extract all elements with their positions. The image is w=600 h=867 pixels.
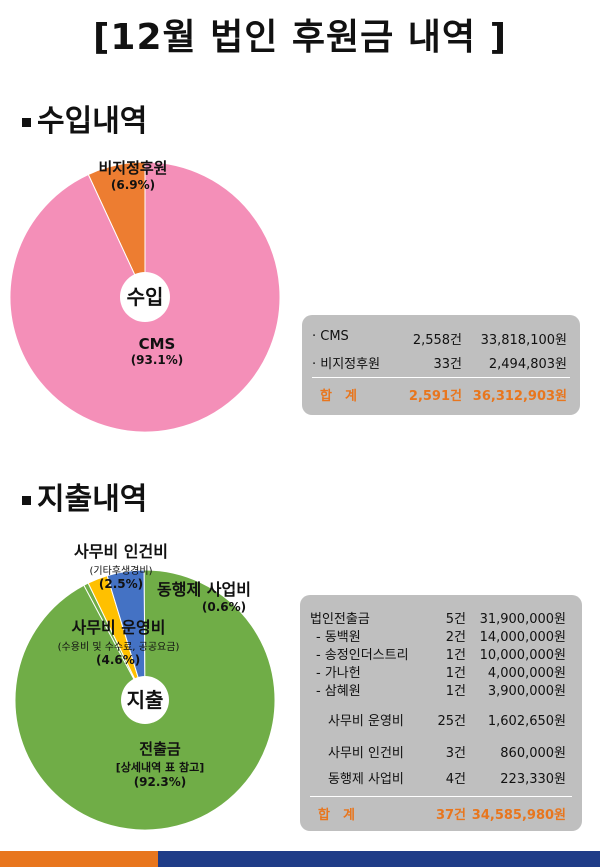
income-label-nondesignated: 비지정후원 (6.9%)	[98, 159, 168, 192]
expense-label-labor: 사무비 인건비 (기타후생경비) (2.5%)	[74, 542, 168, 591]
expense-summary-table: 법인전출금 5건 31,900,000원 - 동백원 2건 14,000,000원 - 송정…	[300, 595, 582, 831]
income-summary-table: · CMS 2,558건 33,818,100원 · 비지정후원 33건 2,4…	[302, 315, 580, 415]
expense-heading: 지출내역	[22, 474, 147, 518]
expense-label-transfer: 전출금 [상세내역 표 참고] (92.3%)	[115, 740, 205, 789]
page-title: [12월 법인 후원금 내역 ]	[92, 17, 508, 58]
income-heading: 수입내역	[22, 96, 147, 140]
pie-center-hole	[121, 676, 169, 724]
bullet-square-icon	[22, 496, 31, 505]
bullet-square-icon	[22, 118, 31, 127]
income-center-label: 수입	[126, 285, 164, 309]
table-divider	[310, 796, 572, 797]
expense-center-label: 지출	[126, 688, 164, 712]
income-label-cms: CMS (93.1%)	[130, 335, 184, 367]
footer-bar-orange	[0, 851, 158, 867]
expense-label-project: 동행제 사업비 (0.6%)	[157, 580, 251, 614]
pie-center-hole	[120, 272, 170, 322]
table-divider	[312, 377, 570, 378]
footer-bar-blue	[158, 851, 600, 867]
pie-slice	[14, 569, 276, 831]
expense-label-ops: 사무비 운영비 (수용비 및 수수료, 공공요금) (4.6%)	[57, 618, 180, 667]
